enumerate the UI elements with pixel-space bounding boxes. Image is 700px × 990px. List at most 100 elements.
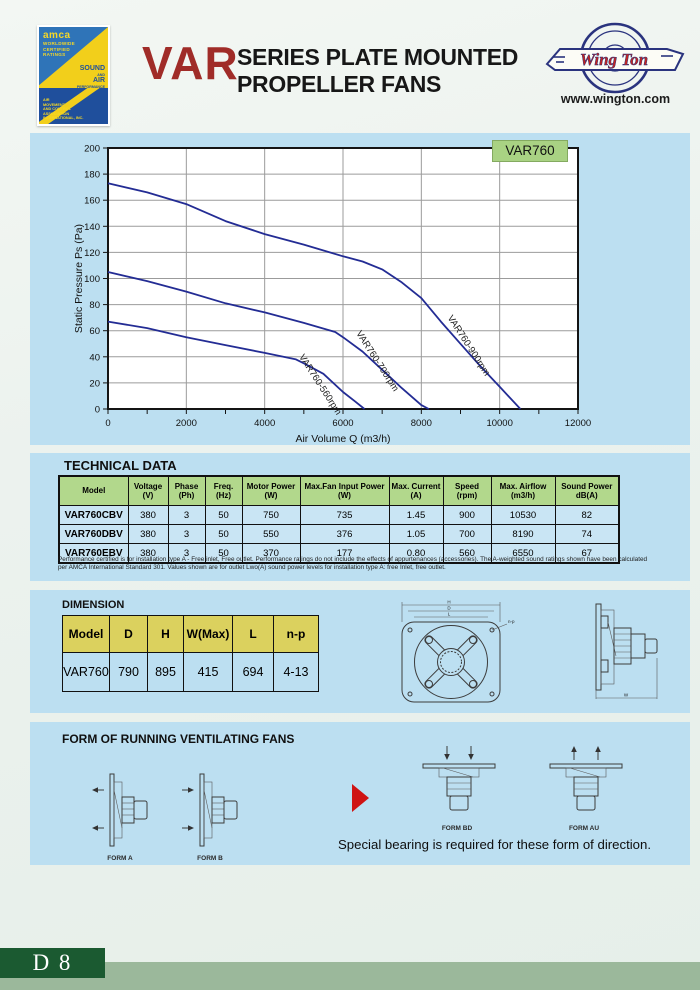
y-tick-label: 100 [84, 274, 100, 285]
column-header: n-p [273, 615, 319, 653]
table-cell: 10530 [490, 505, 556, 525]
table-cell: 1.05 [388, 524, 444, 544]
x-tick-label: 10000 [486, 418, 512, 429]
form-au-diagram [549, 746, 623, 811]
performance-footnote: Performance certified is for installatio… [58, 556, 648, 571]
amca-bline-2: MOVEMENT [43, 102, 65, 107]
amca-line-sound: SOUND [79, 65, 105, 72]
dim-label-w: W [624, 693, 629, 698]
dim-label-h: H [447, 600, 450, 605]
page-title-line2: PROPELLER FANS [237, 71, 442, 97]
table-cell: 370 [241, 543, 301, 564]
table-row: VAR760DBV 380 3 50 550 376 1.05 700 8190 74 [58, 524, 620, 544]
table-cell: VAR760CBV [58, 505, 129, 525]
column-header: H [147, 615, 184, 653]
technical-table-header-row: Model Voltage (V) Phase (Ph) Freq. (Hz) Motor P… [58, 475, 620, 506]
table-cell: 895 [147, 652, 184, 692]
dim-label-l: L [448, 612, 451, 617]
fan-front-view-drawing: H D L n-p [401, 600, 515, 703]
column-header: Phase (Ph) [167, 475, 206, 506]
form-b-label: FORM B [197, 855, 223, 862]
table-cell: 415 [183, 652, 233, 692]
amca-bline-5: INTERNATIONAL, INC. [43, 116, 84, 121]
y-axis-title: Static Pressure Ps (Pa) [73, 224, 85, 333]
x-tick-label: 12000 [565, 418, 591, 429]
red-pointer-icon [352, 784, 369, 812]
special-bearing-note: Special bearing is required for these fo… [338, 837, 651, 852]
table-cell: 560 [442, 543, 492, 564]
column-header: Max.Fan Input Power (W) [299, 475, 390, 506]
amca-line-certified: CERTIFIED [43, 46, 70, 52]
form-a-diagram [92, 773, 148, 847]
table-cell: 67 [554, 543, 620, 564]
table-cell: 50 [204, 524, 243, 544]
table-cell: 1.45 [388, 505, 444, 525]
column-header: Sound Power dB(A) [554, 475, 620, 506]
y-tick-label: 0 [95, 405, 100, 416]
table-cell: 3 [167, 543, 206, 564]
amca-logo-mid-text: SOUND AND AIR PERFORMANCE [76, 65, 105, 90]
table-cell: 900 [442, 505, 492, 525]
fan-curve-panel: 0 2000 4000 6000 8000 10000 12000 0 20 40 60 80 100 1… [30, 133, 690, 445]
table-cell: 8190 [490, 524, 556, 544]
column-header: Voltage (V) [127, 475, 169, 506]
table-cell: 50 [204, 505, 243, 525]
table-cell: 550 [241, 524, 301, 544]
form-au-label: FORM AU [568, 825, 600, 832]
table-cell: 3 [167, 505, 206, 525]
table-cell: 6550 [490, 543, 556, 564]
form-a-label: FORM A [107, 855, 133, 862]
page-title: SERIES PLATE MOUNTED PROPELLER FANS [237, 44, 518, 98]
amca-bline-3: AND CONTROL [43, 107, 72, 112]
column-header: D [109, 615, 148, 653]
table-cell: 74 [554, 524, 620, 544]
y-tick-label: 120 [84, 248, 100, 259]
amca-line-air: AIR [92, 77, 105, 84]
table-cell: 380 [127, 524, 169, 544]
table-cell: 3 [167, 524, 206, 544]
technical-data-section: TECHNICAL DATA Model Voltage (V) Phase (Ph) F… [30, 453, 690, 581]
amca-line-worldwide: WORLDWIDE [43, 41, 76, 46]
technical-data-title: TECHNICAL DATA [64, 458, 177, 473]
y-tick-label: 80 [89, 300, 100, 311]
form-bd-label: FORM BD [441, 825, 473, 832]
table-cell: VAR760DBV [58, 524, 129, 544]
table-cell: VAR760 [62, 652, 110, 692]
website-url: www.wington.com [560, 92, 671, 106]
fan-curve [107, 271, 430, 410]
y-tick-label: 160 [84, 196, 100, 207]
x-tick-label: 6000 [332, 418, 353, 429]
dim-label-d: D [447, 606, 451, 611]
table-cell: 700 [442, 524, 492, 544]
table-cell: 82 [554, 505, 620, 525]
y-tick-label: 40 [89, 352, 100, 363]
footer-band [0, 962, 700, 990]
table-cell: 694 [232, 652, 274, 692]
column-header: Motor Power (W) [241, 475, 301, 506]
x-tick-label: 2000 [176, 418, 197, 429]
wington-wordmark: Wing Ton [580, 50, 648, 69]
column-header: L [232, 615, 274, 653]
wington-logo: Wing Ton [543, 20, 688, 96]
fan-curve [107, 320, 366, 410]
column-header: Freq. (Hz) [204, 475, 243, 506]
amca-bline-4: ASSOCIATION [43, 111, 70, 116]
dim-callout-np: n-p [508, 619, 515, 624]
column-header: Max. Airflow (m3/h) [490, 475, 556, 506]
y-tick-label: 180 [84, 170, 100, 181]
x-tick-label: 8000 [411, 418, 432, 429]
table-row: VAR760CBV 380 3 50 750 735 1.45 900 10530 82 [58, 505, 620, 525]
y-tick-label: 20 [89, 378, 100, 389]
y-tick-label: 60 [89, 326, 100, 337]
amca-logo-top-text: amca WORLDWIDE CERTIFIED RATINGS [43, 31, 75, 58]
amca-line-performance: PERFORMANCE [76, 85, 105, 89]
amca-line-and: AND [97, 73, 105, 77]
amca-logo-bottom-text: AIR MOVEMENT AND CONTROL ASSOCIATION INT… [43, 98, 88, 121]
column-header: W(Max) [183, 615, 233, 653]
page-number: D 8 [0, 948, 105, 978]
x-tick-label: 4000 [254, 418, 275, 429]
column-header: Model [58, 475, 129, 506]
fan-curve-chart: 0 2000 4000 6000 8000 10000 12000 0 20 40 60 80 100 1… [73, 144, 591, 446]
